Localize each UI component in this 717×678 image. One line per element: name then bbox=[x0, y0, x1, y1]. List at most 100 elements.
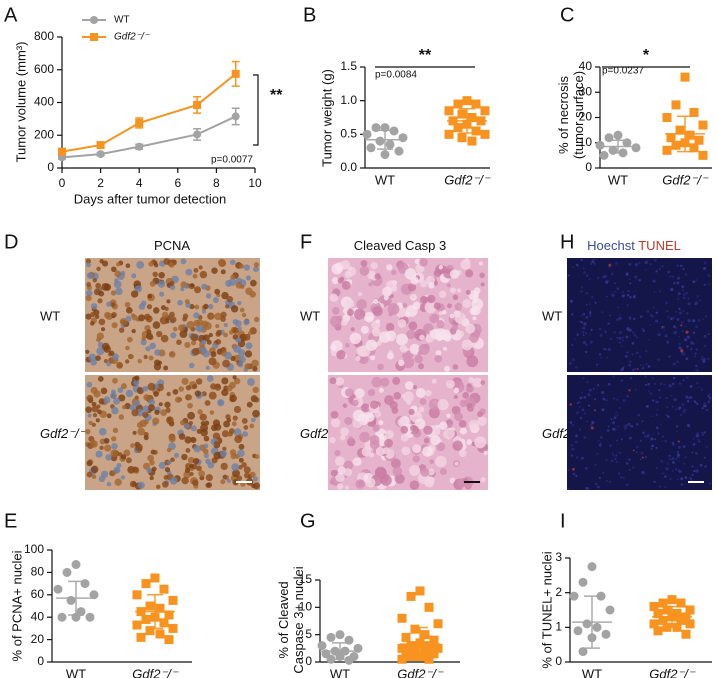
data-point bbox=[587, 562, 597, 572]
texture bbox=[401, 353, 408, 359]
texture bbox=[252, 366, 258, 372]
texture bbox=[178, 324, 185, 332]
texture bbox=[196, 465, 202, 472]
texture bbox=[685, 330, 689, 334]
texture bbox=[232, 375, 237, 380]
texture bbox=[691, 451, 694, 454]
row-label: WT bbox=[542, 308, 562, 323]
texture bbox=[159, 291, 165, 297]
texture bbox=[628, 360, 632, 364]
texture bbox=[164, 306, 169, 311]
texture bbox=[661, 440, 664, 442]
texture bbox=[365, 477, 376, 488]
texture bbox=[238, 263, 244, 269]
texture bbox=[183, 423, 190, 430]
texture bbox=[429, 313, 440, 324]
texture bbox=[220, 450, 227, 458]
texture bbox=[575, 474, 578, 478]
texture bbox=[682, 378, 685, 382]
texture bbox=[443, 427, 455, 440]
texture bbox=[238, 355, 246, 364]
texture bbox=[653, 480, 656, 484]
texture bbox=[103, 396, 111, 404]
texture bbox=[375, 319, 381, 324]
texture bbox=[639, 458, 643, 461]
texture bbox=[230, 274, 236, 280]
data-point bbox=[141, 579, 151, 589]
data-point bbox=[480, 106, 490, 116]
texture bbox=[132, 430, 137, 435]
texture bbox=[252, 476, 258, 482]
data-point bbox=[326, 632, 336, 642]
texture bbox=[597, 439, 600, 442]
row-label: WT bbox=[300, 308, 320, 323]
texture bbox=[641, 367, 645, 370]
texture bbox=[642, 329, 645, 333]
texture bbox=[668, 384, 672, 388]
texture bbox=[443, 346, 448, 351]
texture bbox=[182, 316, 188, 322]
texture bbox=[707, 274, 710, 277]
texture bbox=[613, 331, 616, 334]
texture bbox=[125, 389, 134, 398]
texture bbox=[205, 365, 210, 370]
texture bbox=[596, 452, 599, 456]
texture bbox=[634, 275, 638, 279]
image-title-part: TUNEL bbox=[638, 238, 681, 253]
texture bbox=[190, 333, 199, 342]
texture bbox=[431, 378, 437, 384]
texture bbox=[593, 409, 596, 411]
texture bbox=[446, 413, 451, 418]
texture bbox=[627, 422, 631, 426]
panel-letter: A bbox=[4, 4, 18, 26]
texture bbox=[169, 351, 174, 357]
texture bbox=[676, 360, 679, 364]
texture bbox=[677, 445, 681, 449]
texture bbox=[96, 266, 101, 272]
data-point bbox=[471, 99, 481, 109]
texture bbox=[393, 392, 402, 400]
texture bbox=[86, 262, 91, 268]
texture bbox=[616, 287, 620, 291]
panel-letter: H bbox=[560, 231, 574, 253]
texture bbox=[195, 378, 203, 385]
texture bbox=[125, 306, 133, 314]
texture bbox=[169, 281, 175, 287]
texture bbox=[616, 398, 619, 401]
texture bbox=[354, 388, 365, 399]
texture bbox=[675, 408, 678, 411]
texture bbox=[179, 420, 186, 426]
texture bbox=[170, 332, 177, 339]
sd-bar bbox=[68, 580, 84, 616]
sd-bar bbox=[147, 594, 163, 630]
texture bbox=[237, 449, 245, 457]
texture bbox=[183, 470, 191, 479]
texture bbox=[390, 285, 398, 292]
texture bbox=[169, 316, 177, 323]
texture bbox=[204, 420, 210, 426]
texture bbox=[172, 389, 179, 395]
texture bbox=[665, 397, 668, 400]
texture bbox=[424, 301, 437, 314]
texture bbox=[192, 273, 198, 279]
texture bbox=[477, 416, 487, 426]
texture bbox=[582, 312, 586, 316]
texture bbox=[686, 335, 690, 339]
texture bbox=[696, 369, 700, 372]
data-point bbox=[592, 622, 602, 632]
texture bbox=[167, 460, 172, 465]
texture bbox=[119, 318, 128, 326]
texture bbox=[161, 311, 169, 319]
texture bbox=[610, 418, 613, 421]
texture bbox=[618, 406, 622, 410]
texture bbox=[419, 398, 427, 405]
texture bbox=[99, 445, 104, 450]
texture bbox=[472, 316, 477, 321]
texture bbox=[683, 293, 686, 296]
texture bbox=[680, 483, 684, 486]
texture bbox=[130, 290, 139, 298]
texture bbox=[644, 268, 647, 271]
texture bbox=[395, 333, 408, 346]
texture bbox=[612, 375, 615, 378]
texture bbox=[178, 386, 184, 392]
